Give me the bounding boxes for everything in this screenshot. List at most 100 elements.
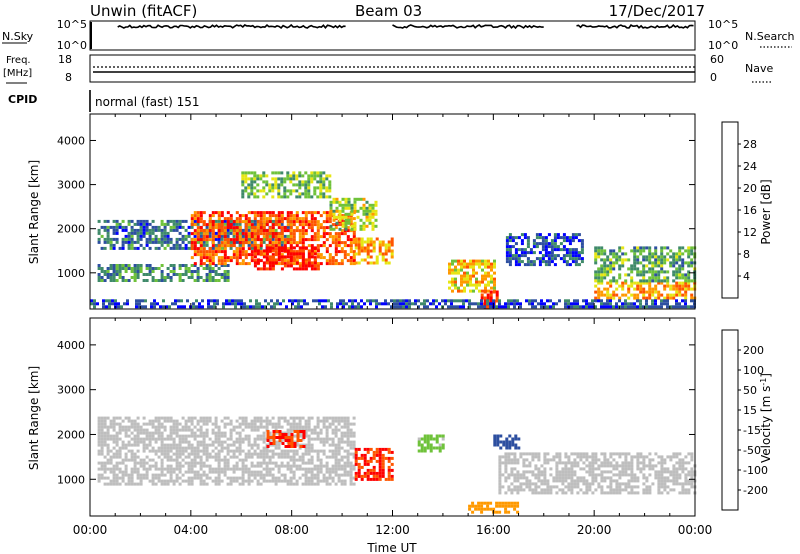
range-cell (346, 259, 350, 263)
range-cell (510, 491, 514, 495)
range-cell (576, 452, 580, 456)
range-cell (109, 479, 113, 483)
range-cell (328, 437, 332, 441)
range-cell (672, 258, 676, 262)
range-cell (278, 439, 282, 442)
range-cell (414, 302, 417, 306)
range-cell (493, 286, 496, 290)
range-cell (97, 240, 101, 244)
range-cell (268, 437, 272, 441)
range-cell (238, 256, 242, 260)
range-cell (501, 473, 505, 477)
range-cell (465, 299, 468, 303)
range-cell (526, 245, 530, 249)
range-cell (256, 238, 260, 242)
range-cell (208, 262, 212, 266)
range-cell (325, 217, 329, 221)
range-cell (316, 458, 320, 462)
range-cell (160, 231, 164, 235)
range-cell (570, 491, 574, 495)
range-cell (528, 470, 532, 474)
range-cell (553, 233, 557, 237)
range-cell (133, 273, 137, 276)
range-cell (244, 238, 248, 242)
range-cell (211, 238, 215, 242)
range-cell (577, 233, 581, 237)
range-cell (675, 252, 679, 256)
range-cell (271, 249, 275, 253)
range-cell (307, 238, 311, 242)
range-cell (334, 473, 338, 477)
range-cell (289, 482, 293, 486)
range-cell (334, 434, 338, 438)
range-cell (313, 428, 317, 432)
range-cell (109, 225, 113, 229)
range-cell (175, 473, 179, 477)
range-cell (672, 255, 676, 259)
range-cell (331, 455, 335, 459)
range-cell (295, 416, 299, 420)
range-cell (157, 279, 161, 282)
range-cell (163, 279, 167, 282)
range-cell (208, 264, 212, 267)
range-cell (387, 471, 391, 475)
range-cell (100, 428, 104, 432)
range-cell (313, 449, 317, 453)
range-cell (325, 464, 329, 468)
range-cell (612, 267, 616, 271)
range-cell (606, 299, 609, 303)
range-cell (301, 255, 305, 259)
range-cell (223, 241, 227, 245)
range-cell (211, 250, 215, 254)
range-cell (267, 302, 270, 306)
range-cell (543, 455, 547, 459)
range-cell (564, 479, 568, 483)
range-cell (295, 211, 299, 215)
range-cell (237, 302, 240, 306)
range-cell (133, 267, 137, 270)
range-cell (115, 279, 119, 282)
range-cell (559, 242, 563, 246)
range-cell (220, 220, 224, 224)
range-cell (498, 482, 502, 486)
range-cell (298, 434, 302, 438)
range-cell (187, 455, 191, 459)
range-cell (298, 455, 302, 459)
range-cell (606, 264, 610, 268)
range-cell (223, 446, 227, 450)
range-cell (262, 195, 266, 199)
range-cell (142, 437, 146, 441)
range-cell (244, 425, 248, 429)
range-cell (202, 431, 206, 435)
range-cell (241, 473, 245, 477)
range-cell (454, 259, 457, 263)
range-cell (139, 225, 143, 229)
range-cell (328, 449, 332, 453)
range-cell (334, 262, 338, 266)
range-cell (127, 279, 131, 282)
range-cell (337, 262, 341, 266)
range-cell (568, 263, 572, 267)
range-cell (585, 302, 588, 306)
range-cell (678, 287, 682, 291)
range-cell (145, 437, 149, 441)
range-cell (519, 455, 523, 459)
range-cell (609, 479, 613, 483)
range-cell (526, 242, 530, 246)
range-cell (381, 468, 385, 472)
range-cell (597, 473, 601, 477)
range-cell (651, 290, 655, 294)
range-cell (531, 482, 535, 486)
range-cell (435, 440, 439, 444)
range-cell (160, 458, 164, 462)
range-cell (636, 452, 640, 456)
range-cell (603, 249, 607, 253)
range-cell (138, 305, 141, 309)
range-cell (151, 422, 155, 426)
range-cell (648, 255, 652, 259)
range-cell (343, 416, 347, 420)
range-cell (498, 299, 501, 303)
range-cell (513, 305, 516, 309)
range-cell (304, 449, 308, 453)
range-cell (241, 189, 245, 193)
